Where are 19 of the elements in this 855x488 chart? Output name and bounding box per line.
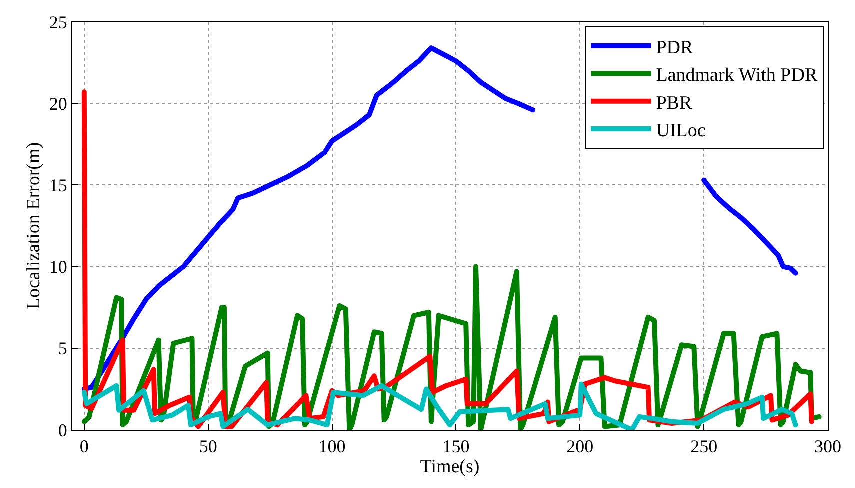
y-tick-label: 0 bbox=[58, 420, 68, 440]
x-tick-label: 100 bbox=[318, 436, 346, 457]
y-axis-title: Localization Error(m) bbox=[23, 142, 44, 310]
legend-label: UILoc bbox=[656, 120, 706, 142]
x-axis-title: Time(s) bbox=[420, 456, 480, 478]
x-tick-label: 200 bbox=[566, 436, 594, 457]
x-tick-label: 300 bbox=[814, 436, 842, 457]
x-tick-label: 250 bbox=[690, 436, 718, 457]
legend-label: PBR bbox=[656, 92, 692, 114]
x-tick-label: 150 bbox=[442, 436, 470, 457]
y-tick-label: 10 bbox=[49, 257, 68, 278]
y-tick-label: 25 bbox=[49, 12, 68, 32]
y-tick-label: 15 bbox=[49, 176, 68, 196]
legend-label: PDR bbox=[656, 37, 694, 58]
legend-label: Landmark With PDR bbox=[656, 65, 818, 86]
y-tick-label: 20 bbox=[49, 94, 68, 114]
x-tick-label: 0 bbox=[80, 436, 89, 457]
x-tick-label: 50 bbox=[199, 436, 218, 457]
y-tick-label: 5 bbox=[58, 338, 68, 359]
